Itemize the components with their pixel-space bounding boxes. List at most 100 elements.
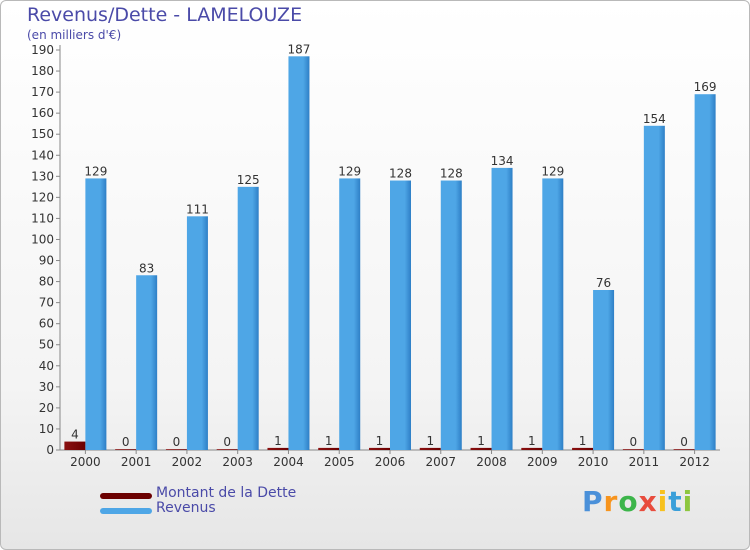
bar-dette (521, 447, 543, 450)
y-tick-label: 90 (39, 254, 54, 268)
x-tick-label: 2006 (375, 455, 406, 469)
bar-revenus (440, 180, 462, 451)
bar-dette (318, 447, 340, 450)
bar-dette (470, 447, 492, 450)
proxiti-logo: Proxiti (582, 485, 693, 518)
legend-swatch-revenus (100, 508, 152, 514)
y-tick-label: 110 (31, 211, 54, 225)
logo-letter: P (582, 485, 604, 518)
logo-letter: r (603, 485, 619, 518)
x-tick-label: 2000 (70, 455, 101, 469)
y-tick-label: 130 (31, 169, 54, 183)
x-tick-label: 2009 (527, 455, 558, 469)
data-label-dette: 1 (426, 434, 434, 448)
bar-dette (165, 449, 187, 450)
bar-dette (572, 447, 594, 450)
legend-swatch-dette (100, 493, 152, 499)
data-label-revenus: 187 (288, 42, 311, 56)
y-tick-label: 10 (39, 422, 54, 436)
data-label-dette: 1 (579, 434, 587, 448)
bar-revenus (288, 56, 310, 450)
x-tick-label: 2010 (578, 455, 609, 469)
y-tick-label: 60 (39, 317, 54, 331)
bar-revenus (136, 275, 158, 450)
logo-letter: o (618, 485, 639, 518)
x-tick-label: 2004 (273, 455, 304, 469)
bar-dette (622, 449, 644, 450)
logo-letter: t (668, 485, 683, 518)
legend-label-dette: Montant de la Dette (156, 485, 297, 501)
logo-letter: x (638, 485, 658, 518)
bar-revenus (643, 125, 665, 450)
y-tick-label: 180 (31, 64, 54, 78)
y-tick-label: 70 (39, 296, 54, 310)
y-tick-label: 150 (31, 127, 54, 141)
data-label-revenus: 128 (389, 167, 412, 181)
logo-letter: i (682, 485, 694, 518)
x-tick-label: 2008 (476, 455, 507, 469)
bar-revenus (85, 178, 107, 450)
y-tick-label: 120 (31, 190, 54, 204)
data-label-dette: 0 (680, 435, 688, 449)
data-label-dette: 1 (528, 434, 536, 448)
chart-title: Revenus/Dette - LAMELOUZE (27, 4, 303, 26)
x-tick-label: 2011 (629, 455, 660, 469)
data-label-revenus: 129 (84, 164, 107, 178)
bar-revenus (542, 178, 564, 450)
data-label-revenus: 134 (491, 154, 514, 168)
logo-letter: i (657, 485, 669, 518)
y-tick-label: 170 (31, 85, 54, 99)
y-tick-label: 50 (39, 338, 54, 352)
data-label-revenus: 125 (237, 173, 260, 187)
bar-dette (115, 449, 137, 450)
x-tick-label: 2012 (679, 455, 710, 469)
data-label-revenus: 76 (596, 276, 611, 290)
data-label-dette: 0 (173, 435, 181, 449)
bar-revenus (390, 180, 411, 451)
y-tick-label: 30 (39, 380, 54, 394)
data-label-revenus: 128 (440, 167, 463, 181)
bar-dette (369, 447, 390, 450)
bar-revenus (186, 216, 208, 450)
bar-dette (673, 449, 695, 450)
y-tick-label: 40 (39, 359, 54, 373)
data-label-dette: 4 (71, 428, 79, 442)
y-tick-label: 140 (31, 148, 54, 162)
x-tick-label: 2002 (172, 455, 203, 469)
bar-dette (267, 447, 289, 450)
x-tick-label: 2007 (425, 455, 456, 469)
data-label-dette: 1 (376, 434, 384, 448)
x-tick-label: 2003 (222, 455, 253, 469)
chart-subtitle: (en milliers d'€) (27, 28, 122, 42)
bar-dette (216, 449, 238, 450)
bar-dette (64, 441, 86, 450)
data-label-revenus: 111 (186, 202, 209, 216)
data-label-revenus: 83 (139, 261, 154, 275)
bar-revenus (237, 186, 259, 450)
y-tick-label: 20 (39, 401, 54, 415)
legend-label-revenus: Revenus (156, 500, 216, 516)
data-label-dette: 0 (122, 435, 130, 449)
data-label-revenus: 129 (541, 164, 564, 178)
bar-revenus (339, 178, 361, 450)
data-label-dette: 0 (223, 435, 231, 449)
x-tick-label: 2001 (121, 455, 152, 469)
data-label-dette: 1 (325, 434, 333, 448)
y-tick-label: 100 (31, 232, 54, 246)
bar-revenus (593, 290, 615, 450)
data-label-revenus: 169 (694, 80, 717, 94)
y-tick-label: 80 (39, 275, 54, 289)
data-label-dette: 1 (477, 434, 485, 448)
data-label-revenus: 129 (338, 164, 361, 178)
bar-dette (419, 447, 441, 450)
bar-revenus (694, 94, 716, 451)
data-label-dette: 1 (274, 434, 282, 448)
bar-revenus (491, 167, 513, 451)
data-label-dette: 0 (630, 435, 638, 449)
y-tick-label: 160 (31, 106, 54, 120)
data-label-revenus: 154 (643, 112, 666, 126)
y-tick-label: 190 (31, 43, 54, 57)
y-tick-label: 0 (46, 443, 54, 457)
